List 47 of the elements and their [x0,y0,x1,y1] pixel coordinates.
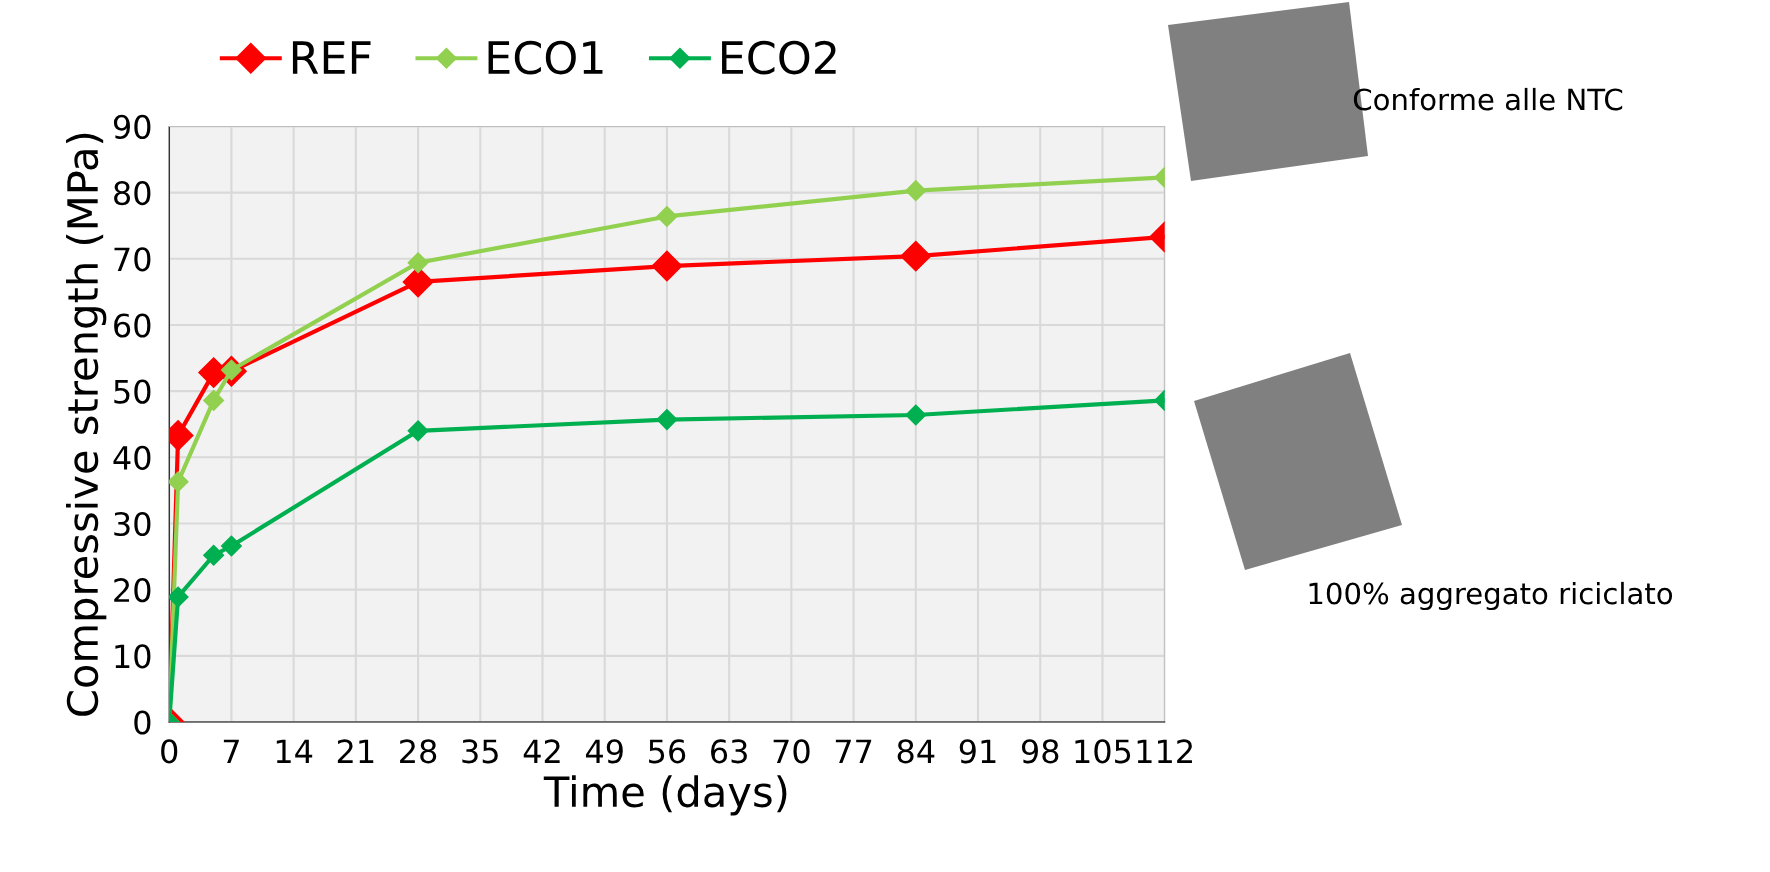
legend-label: ECO2 [722,40,836,75]
point [169,471,189,493]
x-tick-label: 91 [959,739,996,764]
point [900,240,932,272]
y-tick-label: 0 [134,710,151,735]
x-tick-label: 77 [835,739,872,763]
x-tick-label: 28 [400,739,437,764]
point [407,420,429,442]
point [656,205,678,227]
x-tick-label: 0 [161,739,178,764]
y-tick-label: 60 [114,313,151,338]
x-tick-label: 112 [1137,739,1192,763]
text: Conforme alle NTC [1353,87,1623,111]
y-tick-label: 90 [113,114,151,140]
y-tick-label: 10 [115,644,151,669]
point [407,252,429,274]
y-tick-label: 20 [114,578,151,603]
point [905,404,927,426]
point [651,250,683,282]
x-tick-label: 70 [773,739,810,764]
x-tick-label: 49 [585,739,623,764]
x-tick-label: 21 [337,739,374,763]
y-tick-label: 50 [114,379,151,404]
x-axis-title: Time (days) [543,775,787,816]
x-tick-label: 42 [523,739,560,763]
x-tick-label: 84 [897,739,935,764]
text: 100% aggregato riciclato [1309,581,1673,611]
y-tick-label: 30 [114,511,151,537]
y-tick-label: 70 [114,247,151,272]
point [203,389,225,411]
legend-label: ECO1 [488,40,603,75]
point [656,409,678,431]
point [203,544,225,566]
point [220,535,242,557]
legend-label: REF [292,41,371,74]
point [905,180,927,202]
x-tick-label: 105 [1075,739,1131,764]
y-axis-title: Compressive strength (MPa) [66,133,107,716]
y-tick-label: 80 [114,181,151,206]
x-tick-label: 98 [1021,739,1059,764]
x-tick-label: 35 [462,739,498,764]
point [169,586,189,608]
x-tick-label: 14 [276,739,313,763]
x-tick-label: 7 [223,739,239,763]
y-tick-label: 40 [113,445,151,470]
x-tick-label: 56 [649,739,686,764]
x-tick-label: 63 [711,739,747,764]
